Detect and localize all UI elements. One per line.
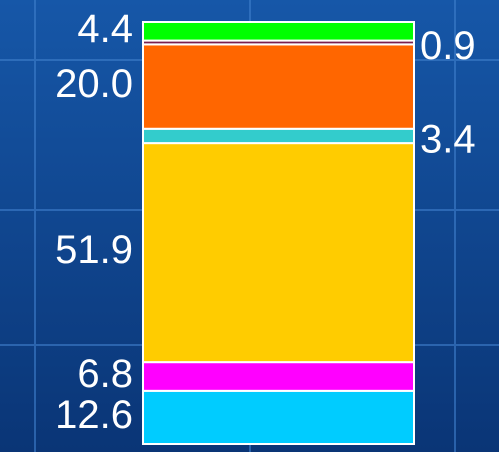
bar-segment (142, 21, 415, 42)
value-label: 6.8 (77, 352, 133, 396)
value-label: 20.0 (55, 62, 133, 106)
bar-segment (142, 389, 415, 446)
value-label: 51.9 (55, 228, 133, 272)
value-label: 4.4 (77, 7, 133, 51)
bar-segment (142, 43, 415, 130)
value-label: 12.6 (55, 393, 133, 437)
bar-segment (142, 142, 415, 364)
value-label: 0.9 (420, 24, 476, 68)
value-label: 3.4 (420, 118, 476, 162)
bar-segment (142, 361, 415, 392)
bar-segment (142, 127, 415, 145)
